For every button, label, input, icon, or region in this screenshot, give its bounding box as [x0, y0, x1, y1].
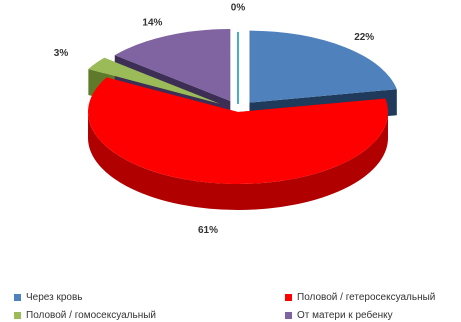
- data-label-mother-to-child: 14%: [142, 18, 162, 29]
- legend-swatch-blood: [14, 294, 21, 301]
- legend-label-blood: Через кровь: [26, 292, 83, 303]
- pie-chart: 22% 61% 3% 14% 0%: [54, 3, 397, 236]
- pie-slice-mother-to-child: [114, 29, 231, 102]
- data-label-homosexual: 3%: [54, 48, 69, 59]
- pie-slice-blood: [249, 30, 397, 103]
- legend-label-mother-to-child: От матери к ребенку: [297, 310, 393, 321]
- legend-item-homosexual: Половой / гомосексуальный: [14, 310, 156, 321]
- data-label-heterosexual: 61%: [198, 225, 218, 236]
- data-label-other: 0%: [231, 3, 246, 14]
- legend: Через кровь Половой / гетеросексуальный …: [0, 286, 461, 322]
- legend-label-homosexual: Половой / гомосексуальный: [26, 310, 156, 321]
- data-label-blood: 22%: [354, 32, 374, 43]
- legend-item-mother-to-child: От матери к ребенку: [285, 310, 393, 321]
- legend-swatch-heterosexual: [285, 294, 292, 301]
- legend-swatch-mother-to-child: [285, 312, 292, 319]
- legend-swatch-homosexual: [14, 312, 21, 319]
- legend-label-heterosexual: Половой / гетеросексуальный: [297, 292, 436, 303]
- legend-item-blood: Через кровь: [14, 292, 83, 303]
- pie-slice-heterosexual: [88, 77, 389, 184]
- legend-item-heterosexual: Половой / гетеросексуальный: [285, 292, 435, 303]
- pie-slice-homosexual: [88, 57, 220, 104]
